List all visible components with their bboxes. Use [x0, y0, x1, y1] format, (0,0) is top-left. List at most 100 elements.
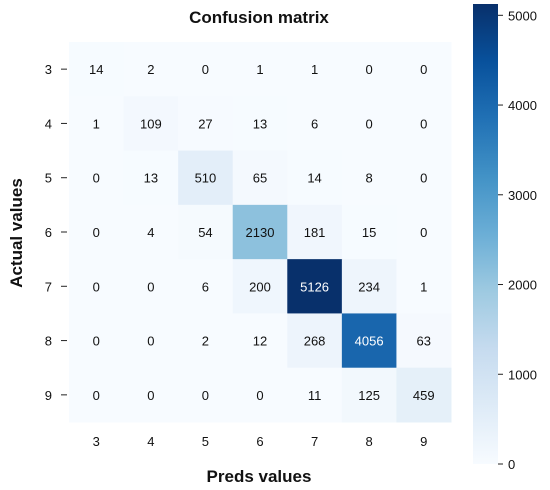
cell-value-label: 0 — [93, 171, 100, 186]
cell-value-label: 63 — [416, 334, 430, 349]
heatmap-cell — [341, 204, 397, 260]
heatmap-cell — [178, 150, 234, 206]
heatmap-cell — [69, 150, 125, 206]
x-tick-label: 5 — [202, 434, 209, 449]
heatmap-cell — [232, 150, 288, 206]
heatmap-cell — [123, 42, 179, 97]
heatmap-cell — [123, 204, 179, 260]
cell-value-label: 459 — [413, 388, 435, 403]
heatmap-cell — [341, 313, 397, 369]
colorbar-tick-label: 4000 — [508, 98, 537, 113]
cell-value-label: 0 — [420, 62, 427, 77]
cell-value-label: 0 — [256, 388, 263, 403]
x-axis-label: Preds values — [207, 467, 312, 486]
heatmap-cell — [123, 150, 179, 206]
y-tick-label: 9 — [45, 388, 52, 403]
cell-value-label: 1 — [420, 279, 427, 294]
cell-value-label: 0 — [420, 116, 427, 131]
cell-value-label: 4056 — [355, 334, 384, 349]
cell-value-label: 11 — [308, 388, 322, 403]
heatmap-cell — [123, 96, 179, 152]
cell-value-label: 0 — [93, 225, 100, 240]
cell-value-label: 5126 — [300, 279, 329, 294]
heatmap-cell — [287, 150, 343, 206]
cell-value-label: 0 — [147, 279, 154, 294]
heatmap-cell — [178, 204, 234, 260]
cell-value-label: 0 — [366, 62, 373, 77]
cell-value-label: 0 — [93, 334, 100, 349]
heatmap-cell — [341, 150, 397, 206]
heatmap-cell — [287, 42, 343, 97]
cell-value-label: 109 — [140, 116, 162, 131]
colorbar-tick-label: 1000 — [508, 367, 537, 382]
x-tick-label: 7 — [311, 434, 318, 449]
heatmap-cell — [232, 367, 288, 423]
cell-value-label: 8 — [366, 171, 373, 186]
cell-value-label: 4 — [147, 225, 154, 240]
cell-value-label: 65 — [253, 171, 267, 186]
colorbar-tick-label: 5000 — [508, 8, 537, 23]
heatmap-cell — [69, 96, 125, 152]
heatmap-cell — [396, 204, 452, 260]
colorbar-ticks: 0 1000 2000 3000 4000 5000 — [498, 8, 537, 472]
y-axis-label: Actual values — [7, 178, 26, 288]
cell-value-label: 6 — [311, 116, 318, 131]
heatmap-cell — [232, 313, 288, 369]
cell-value-label: 12 — [253, 334, 267, 349]
cell-value-label: 0 — [93, 388, 100, 403]
heatmap-cell — [178, 367, 234, 423]
x-axis-ticks: 3 4 5 6 7 8 9 — [93, 434, 428, 449]
heatmap-cell-labels: 14 2 0 1 1 0 01 109 27 13 6 0 00 13 510 65 14 8 00 4 54 2130 1… — [89, 62, 435, 403]
heatmap-cell — [178, 259, 234, 314]
cell-value-label: 6 — [202, 279, 209, 294]
cell-value-label: 13 — [253, 116, 267, 131]
cell-value-label: 2 — [202, 334, 209, 349]
cell-value-label: 13 — [144, 171, 158, 186]
y-tick-label: 8 — [45, 334, 52, 349]
x-tick-label: 9 — [420, 434, 427, 449]
heatmap-cell — [287, 96, 343, 152]
colorbar-tick-label: 2000 — [508, 278, 537, 293]
y-tick-label: 3 — [45, 62, 52, 77]
heatmap-cell — [396, 313, 452, 369]
heatmap-cell — [69, 42, 125, 97]
x-tick-label: 4 — [147, 434, 154, 449]
cell-value-label: 268 — [304, 334, 326, 349]
cell-value-label: 27 — [198, 116, 212, 131]
heatmap-cell — [287, 367, 343, 423]
heatmap-cell — [69, 367, 125, 423]
heatmap-cell — [232, 204, 288, 260]
heatmap-cell — [396, 259, 452, 314]
cell-value-label: 54 — [198, 225, 212, 240]
y-tick-label: 6 — [45, 225, 52, 240]
x-tick-label: 6 — [256, 434, 263, 449]
cell-value-label: 200 — [249, 279, 271, 294]
heatmap-cell — [123, 259, 179, 314]
heatmap-cell — [123, 313, 179, 369]
cell-value-label: 0 — [202, 388, 209, 403]
heatmap-cell — [178, 313, 234, 369]
chart-title: Confusion matrix — [189, 8, 329, 27]
colorbar-tick-label: 3000 — [508, 188, 537, 203]
cell-value-label: 1 — [256, 62, 263, 77]
cell-value-label: 1 — [311, 62, 318, 77]
heatmap-cell — [69, 259, 125, 314]
cell-value-label: 15 — [362, 225, 376, 240]
y-tick-label: 5 — [45, 171, 52, 186]
cell-value-label: 1 — [93, 116, 100, 131]
heatmap-cell — [232, 96, 288, 152]
heatmap-cell — [396, 367, 452, 423]
cell-value-label: 0 — [93, 279, 100, 294]
cell-value-label: 14 — [89, 62, 103, 77]
cell-value-label: 0 — [420, 171, 427, 186]
y-axis-ticks: 3 4 5 6 7 8 9 — [45, 62, 67, 403]
cell-value-label: 125 — [358, 388, 380, 403]
heatmap-cell — [287, 204, 343, 260]
heatmap-cell — [69, 204, 125, 260]
cell-value-label: 0 — [366, 116, 373, 131]
cell-value-label: 0 — [420, 225, 427, 240]
heatmap-cell — [69, 313, 125, 369]
colorbar — [473, 4, 498, 464]
heatmap-cell — [232, 259, 288, 314]
